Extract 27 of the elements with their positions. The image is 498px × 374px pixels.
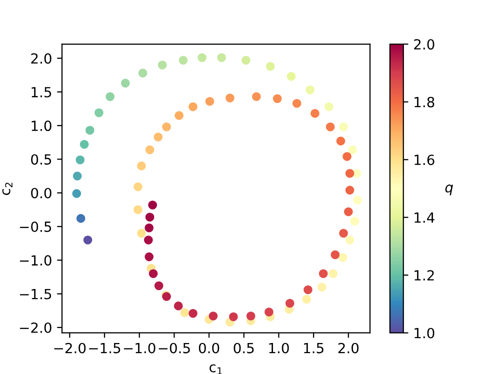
x-axis-title: c$_{1}$ [210,364,222,374]
color-bar-title: q [445,184,453,196]
x-tick-label: −1.5 [89,343,120,354]
color-bar-label: 1.2 [414,270,434,280]
color-bar-label: 1.4 [414,212,434,223]
color-bar-label: 1.6 [414,154,434,166]
x-tick-label: −2.0 [54,342,86,354]
y-tick-label: 0.5 [31,154,52,165]
y-axis-title: c$_{2}$ [2,182,12,195]
y-tick-label: −1.0 [20,255,52,266]
color-bar-label: 2.0 [414,39,434,50]
x-tick-label: −1.0 [124,342,156,354]
y-tick-label: −0.5 [20,221,52,232]
y-tick-label: −1.5 [20,288,52,300]
y-tick-label: 0.0 [31,188,52,198]
color-bar-label: 1.8 [414,96,434,108]
x-tick-label: 1.0 [269,342,289,354]
x-tick-label: 2.0 [338,342,359,354]
x-tick-label: −0.5 [158,342,190,354]
y-tick-label: 1.0 [32,120,52,132]
x-tick-label: 0.0 [198,342,220,354]
x-tick-label: 1.5 [304,343,324,354]
y-tick-label: −2.0 [20,322,52,333]
y-tick-label: 1.5 [32,87,52,98]
x-tick-label: 0.5 [234,342,254,354]
y-tick-label: 2.0 [31,53,52,64]
color-bar-label: 1.0 [414,328,434,338]
